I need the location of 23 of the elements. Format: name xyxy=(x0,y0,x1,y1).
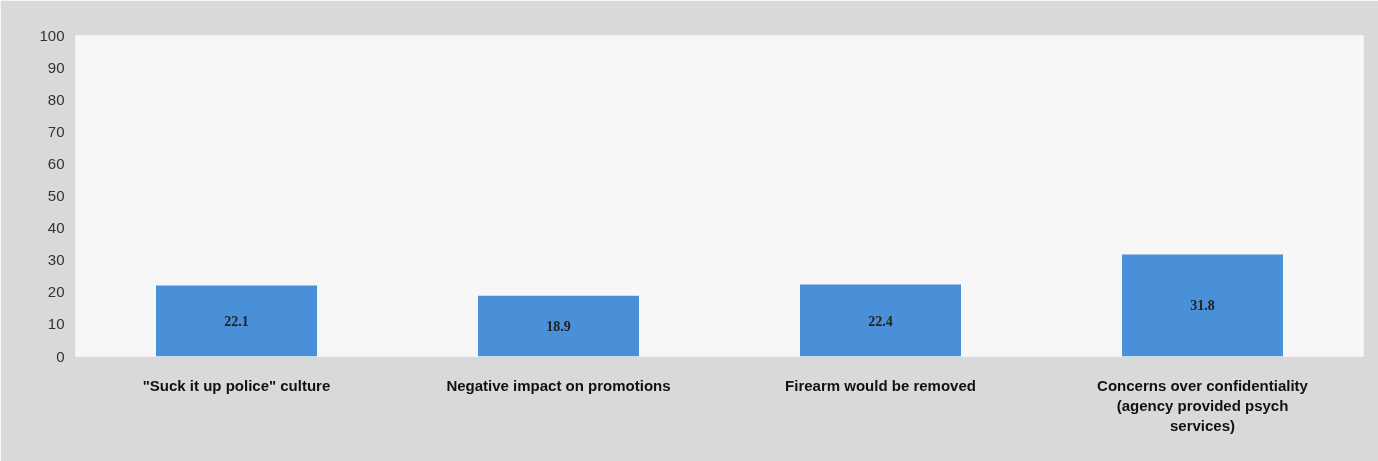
y-tick-label: 30 xyxy=(47,251,65,269)
bar xyxy=(156,285,317,357)
y-tick-label: 40 xyxy=(47,219,65,237)
y-tick-label: 90 xyxy=(47,58,65,76)
y-tick-label: 80 xyxy=(47,90,65,108)
y-tick-label: 50 xyxy=(47,187,65,204)
data-label: 18.9 xyxy=(546,319,571,335)
bar xyxy=(800,284,961,357)
y-tick-label: 10 xyxy=(47,315,65,333)
y-tick-label: 70 xyxy=(47,122,65,140)
y-tick-label: 20 xyxy=(47,283,65,301)
x-tick-label: Concerns over confidentiality (agency provided psych services) xyxy=(1097,376,1309,435)
x-tick-label: Firearm would be removed xyxy=(785,376,976,394)
bar xyxy=(478,295,639,357)
data-label: 22.1 xyxy=(224,314,249,330)
y-tick-label: 0 xyxy=(56,347,65,365)
x-tick-label: Negative impact on promotions xyxy=(446,376,671,394)
y-tick-label: 60 xyxy=(47,154,65,172)
y-tick-label: 100 xyxy=(39,26,65,44)
data-label: 31.8 xyxy=(1190,298,1215,314)
bar xyxy=(1122,254,1283,357)
data-label: 22.4 xyxy=(868,313,893,329)
x-tick-label: "Suck it up police" culture xyxy=(142,376,331,394)
